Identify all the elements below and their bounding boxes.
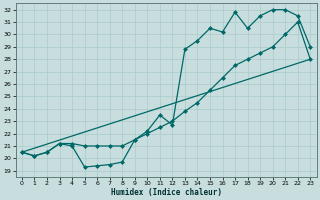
X-axis label: Humidex (Indice chaleur): Humidex (Indice chaleur) bbox=[111, 188, 221, 197]
